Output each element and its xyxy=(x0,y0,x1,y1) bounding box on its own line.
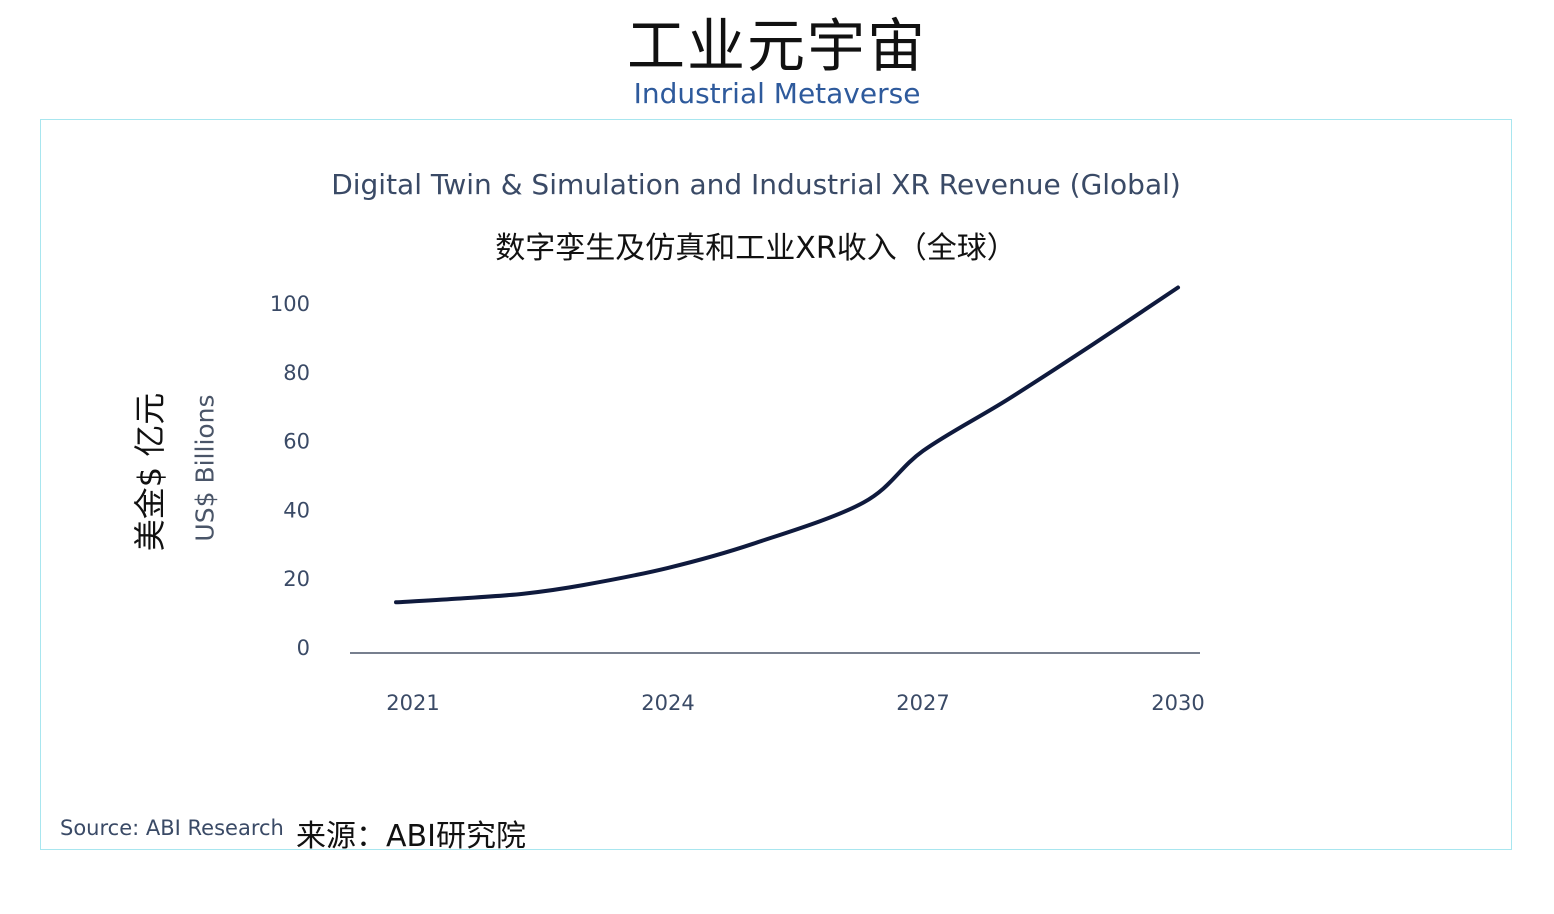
y-tick-label: 40 xyxy=(283,498,310,522)
y-tick-label: 100 xyxy=(270,292,310,316)
chart-title: Digital Twin & Simulation and Industrial… xyxy=(331,168,1181,201)
page-subtitle: Industrial Metaverse xyxy=(633,77,921,110)
x-axis-ticks: 2021 2024 2027 2030 xyxy=(386,691,1204,715)
series-line xyxy=(394,285,1180,605)
x-tick-label: 2027 xyxy=(896,691,949,715)
chart-title-chinese: 数字孪生及仿真和工业XR收入（全球） xyxy=(495,231,1017,266)
source-note: Source: ABI Research xyxy=(60,816,284,840)
x-tick-label: 2030 xyxy=(1151,691,1204,715)
source-note-chinese: 来源：ABI研究院 xyxy=(296,819,526,854)
y-tick-label: 80 xyxy=(283,361,310,385)
page-title: 工业元宇宙 xyxy=(626,12,927,80)
y-tick-label: 60 xyxy=(283,430,310,454)
y-tick-label: 20 xyxy=(283,567,310,591)
y-tick-label: 0 xyxy=(297,636,310,660)
y-axis-ticks: 0 20 40 60 80 100 xyxy=(270,292,310,660)
x-tick-label: 2024 xyxy=(641,691,694,715)
series-group xyxy=(394,285,1180,605)
x-tick-label: 2021 xyxy=(386,691,439,715)
chart-frame xyxy=(40,119,1512,850)
